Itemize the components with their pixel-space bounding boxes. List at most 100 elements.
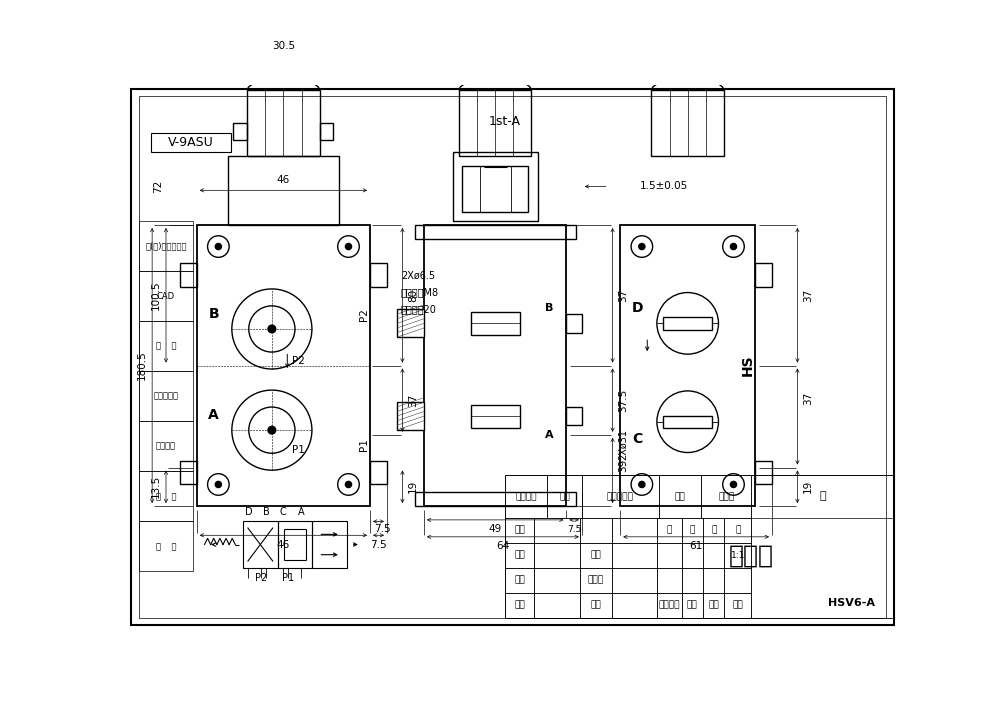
Bar <box>703 542 724 568</box>
Bar <box>534 568 580 592</box>
Bar <box>703 592 724 618</box>
Text: 7.5: 7.5 <box>567 525 581 534</box>
Bar <box>580 592 612 618</box>
Bar <box>139 421 193 472</box>
Bar <box>505 542 534 568</box>
Bar <box>471 312 520 335</box>
Text: 46: 46 <box>277 539 290 549</box>
Bar <box>424 225 566 506</box>
Bar <box>682 542 703 568</box>
Bar <box>243 522 278 568</box>
Circle shape <box>215 481 221 488</box>
Bar <box>197 225 370 506</box>
Text: 签    字: 签 字 <box>156 492 176 501</box>
Bar <box>233 123 247 140</box>
Bar <box>397 402 424 430</box>
Text: 旧底图总号: 旧底图总号 <box>154 392 179 401</box>
Circle shape <box>345 243 352 250</box>
Text: 37: 37 <box>803 288 813 302</box>
Bar <box>180 264 197 286</box>
Text: 分区: 分区 <box>559 492 570 501</box>
Circle shape <box>268 325 276 333</box>
Text: 标记处数: 标记处数 <box>515 492 537 501</box>
Text: 1:1: 1:1 <box>731 551 745 560</box>
Bar <box>453 152 538 221</box>
Text: A: A <box>297 507 304 518</box>
Circle shape <box>268 426 276 434</box>
Text: P1: P1 <box>359 438 369 450</box>
Bar <box>682 592 703 618</box>
Bar <box>755 264 772 286</box>
Bar <box>505 475 894 618</box>
Text: V-9ASU: V-9ASU <box>168 136 214 149</box>
Text: HSV6-A: HSV6-A <box>828 597 875 607</box>
Text: 批准: 批准 <box>590 551 601 560</box>
Text: P2: P2 <box>255 573 267 583</box>
Text: B: B <box>263 507 269 518</box>
Text: 61: 61 <box>690 541 703 551</box>
Bar <box>370 462 387 484</box>
Text: 37.5: 37.5 <box>618 389 628 411</box>
Text: 司: 司 <box>819 491 826 501</box>
Bar <box>663 416 712 428</box>
Text: 底图总号: 底图总号 <box>156 442 176 451</box>
Text: 比例: 比例 <box>732 601 743 609</box>
Bar <box>534 518 580 542</box>
Bar <box>505 475 547 518</box>
Bar <box>139 522 193 571</box>
Text: 审核: 审核 <box>514 525 525 534</box>
Text: 外形图: 外形图 <box>729 544 774 568</box>
Bar <box>370 264 387 286</box>
Text: 更改文件号: 更改文件号 <box>607 492 634 501</box>
Bar <box>657 518 682 542</box>
Text: C: C <box>280 507 286 518</box>
Text: 64: 64 <box>496 541 510 551</box>
Bar <box>228 156 339 225</box>
Bar <box>703 518 724 542</box>
Text: 2Xø6.5: 2Xø6.5 <box>401 271 435 281</box>
Bar <box>180 462 197 484</box>
Bar <box>534 592 580 618</box>
Circle shape <box>345 481 352 488</box>
Bar <box>566 407 582 426</box>
Text: 背面螺紹M8: 背面螺紹M8 <box>401 288 439 298</box>
Bar <box>139 472 193 522</box>
Text: 39: 39 <box>618 459 628 472</box>
Text: 37: 37 <box>408 394 418 407</box>
Text: 制图: 制图 <box>514 575 525 585</box>
Bar <box>657 592 682 618</box>
Text: 1.5±0.05: 1.5±0.05 <box>640 182 688 192</box>
Text: 日    期: 日 期 <box>156 542 176 551</box>
Bar <box>580 518 612 542</box>
Text: 180.5: 180.5 <box>137 351 147 380</box>
Text: 100.5: 100.5 <box>151 281 161 310</box>
Bar <box>620 225 755 506</box>
Bar <box>724 518 751 542</box>
Text: B: B <box>545 303 554 313</box>
Text: D: D <box>631 301 643 315</box>
Text: 签名: 签名 <box>675 492 685 501</box>
Bar <box>651 90 724 156</box>
Bar <box>415 492 576 506</box>
Text: 30.5: 30.5 <box>272 41 295 52</box>
Text: 张: 张 <box>735 525 740 534</box>
Bar <box>612 592 657 618</box>
Bar <box>582 475 659 518</box>
Circle shape <box>639 243 645 250</box>
Circle shape <box>730 481 737 488</box>
Bar <box>320 123 333 140</box>
Text: 7.5: 7.5 <box>374 524 391 534</box>
Bar <box>247 90 320 156</box>
Text: 描    校: 描 校 <box>156 341 176 351</box>
Bar <box>580 568 612 592</box>
Text: 37: 37 <box>618 288 628 302</box>
Text: 重量: 重量 <box>708 601 719 609</box>
Bar <box>724 542 751 568</box>
Bar <box>566 314 582 332</box>
Text: B: B <box>208 307 219 320</box>
Text: P2: P2 <box>292 356 305 366</box>
Bar <box>505 592 534 618</box>
Bar <box>657 542 682 568</box>
Text: 19: 19 <box>408 480 418 493</box>
Text: 13.5: 13.5 <box>151 475 161 498</box>
